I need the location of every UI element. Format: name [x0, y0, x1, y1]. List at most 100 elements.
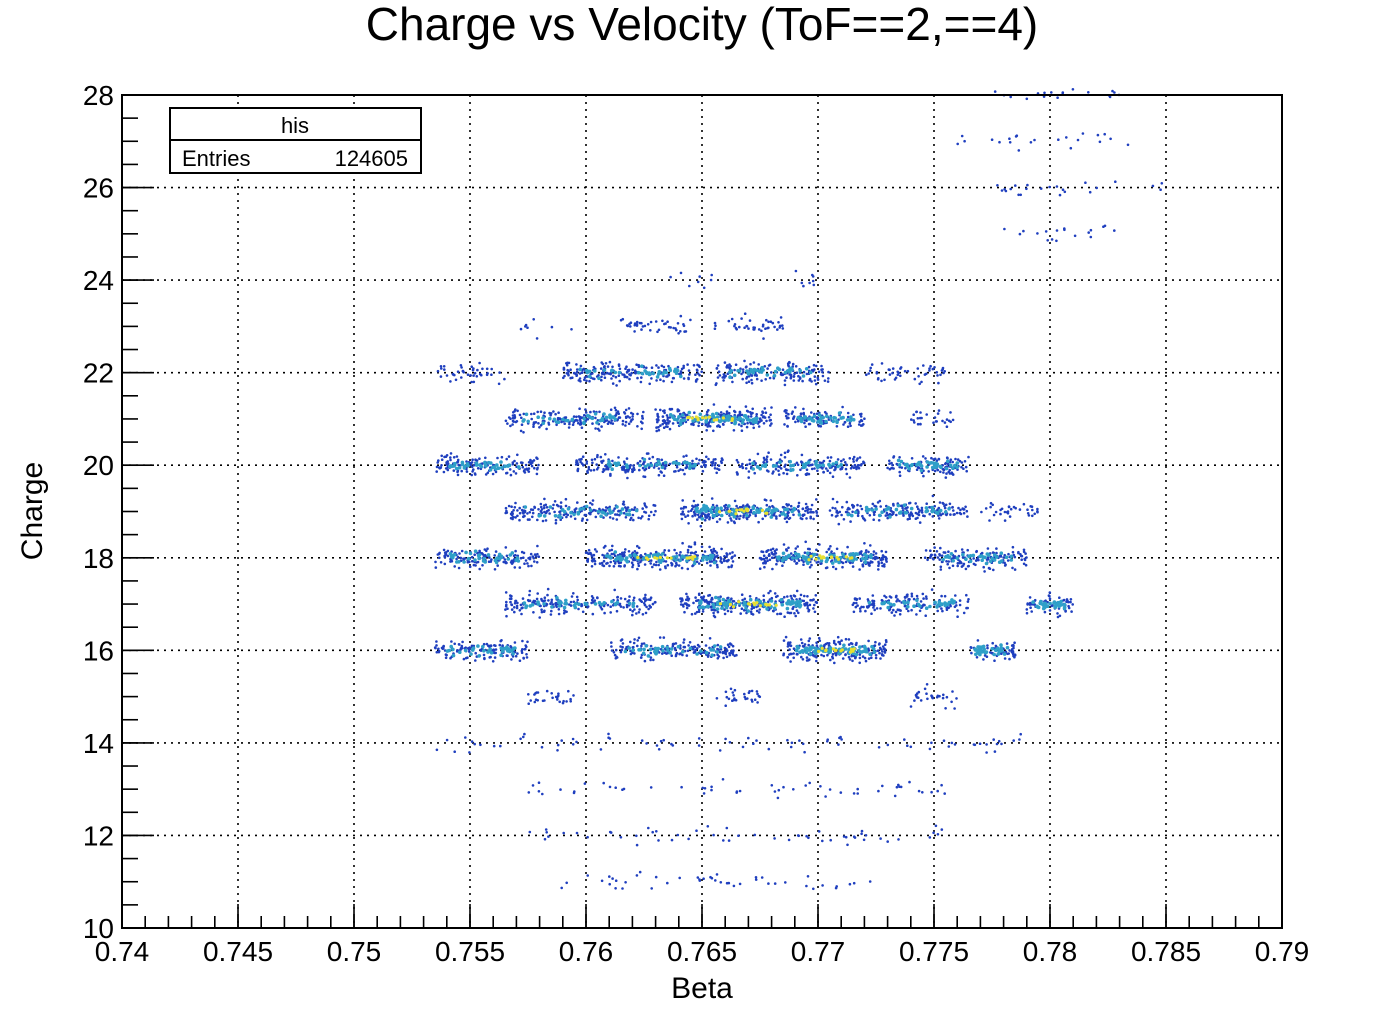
- data-point: [437, 552, 441, 556]
- data-point: [595, 550, 598, 553]
- data-point: [468, 751, 471, 754]
- data-point: [611, 877, 614, 880]
- data-point: [677, 469, 680, 473]
- density-core-point: [774, 464, 778, 468]
- data-point: [625, 603, 629, 607]
- density-core-point: [756, 510, 760, 514]
- density-peak-point: [687, 415, 691, 420]
- data-point: [528, 511, 532, 514]
- data-point: [812, 607, 815, 610]
- data-point: [852, 610, 856, 614]
- data-point: [788, 648, 791, 651]
- data-point: [631, 565, 634, 569]
- density-core-point: [964, 557, 968, 561]
- data-point: [620, 638, 624, 641]
- density-core-point: [817, 463, 822, 468]
- data-point: [697, 462, 700, 465]
- density-core-point: [449, 464, 454, 469]
- data-point: [610, 641, 613, 644]
- data-point: [736, 515, 739, 518]
- data-point: [674, 648, 677, 652]
- data-point: [895, 513, 898, 517]
- density-core-point: [946, 459, 950, 464]
- density-core-point: [867, 600, 872, 605]
- data-point: [509, 516, 513, 520]
- data-point: [733, 499, 737, 503]
- data-point: [1022, 550, 1026, 554]
- data-point: [688, 641, 692, 644]
- data-point: [948, 502, 952, 506]
- data-point: [493, 554, 497, 557]
- data-point: [575, 831, 579, 835]
- data-point: [518, 518, 521, 522]
- data-point: [1064, 610, 1067, 613]
- density-core-point: [1036, 605, 1041, 610]
- data-point: [808, 637, 812, 640]
- data-point: [529, 462, 533, 466]
- data-point: [1028, 596, 1032, 599]
- data-point: [713, 549, 717, 553]
- data-point: [1019, 732, 1022, 736]
- data-point: [924, 457, 927, 460]
- data-point: [908, 780, 911, 784]
- data-point: [949, 513, 952, 516]
- data-point: [713, 464, 717, 467]
- data-point: [453, 750, 457, 753]
- data-point: [727, 645, 731, 649]
- data-point: [952, 513, 956, 516]
- data-point: [481, 553, 485, 556]
- density-core-point: [564, 598, 568, 603]
- data-point: [482, 653, 486, 657]
- density-core-point: [925, 465, 929, 469]
- data-point: [1025, 608, 1029, 611]
- density-core-point: [992, 558, 997, 562]
- data-point: [1036, 507, 1039, 511]
- data-point: [437, 647, 440, 651]
- data-point: [872, 550, 876, 553]
- data-point: [806, 595, 809, 598]
- data-point: [726, 609, 730, 613]
- data-point: [1029, 505, 1032, 508]
- density-core-point: [1009, 558, 1014, 562]
- density-core-point: [577, 602, 581, 606]
- data-point: [504, 419, 508, 423]
- data-point: [881, 784, 884, 788]
- density-core-point: [794, 556, 798, 560]
- data-point: [840, 513, 843, 517]
- data-point: [847, 506, 850, 510]
- data-point: [693, 541, 697, 544]
- data-point: [633, 608, 636, 611]
- data-point: [925, 692, 928, 695]
- data-point: [920, 511, 924, 514]
- data-point: [893, 794, 897, 798]
- data-point: [693, 411, 696, 415]
- data-point: [945, 513, 948, 517]
- data-point: [844, 653, 847, 657]
- data-point: [826, 740, 829, 743]
- density-core-point: [453, 461, 457, 466]
- data-point: [898, 599, 901, 603]
- data-point: [740, 607, 744, 610]
- data-point: [795, 609, 799, 612]
- data-point: [518, 506, 521, 510]
- data-point: [805, 473, 808, 476]
- data-point: [573, 517, 577, 521]
- density-core-point: [980, 558, 984, 562]
- density-core-point: [1002, 652, 1007, 656]
- density-core-point: [717, 597, 721, 601]
- density-core-point: [928, 604, 932, 609]
- data-point: [885, 640, 888, 644]
- density-core-point: [661, 649, 665, 653]
- data-point: [726, 643, 730, 646]
- density-core-point: [593, 412, 598, 416]
- data-point: [772, 553, 775, 556]
- density-core-point: [682, 460, 687, 465]
- data-point: [569, 515, 573, 518]
- data-point: [666, 425, 669, 429]
- data-point: [699, 652, 703, 655]
- data-point: [510, 603, 514, 607]
- density-core-point: [638, 463, 642, 468]
- data-point: [532, 611, 535, 614]
- data-point: [767, 747, 771, 751]
- data-point: [591, 503, 594, 506]
